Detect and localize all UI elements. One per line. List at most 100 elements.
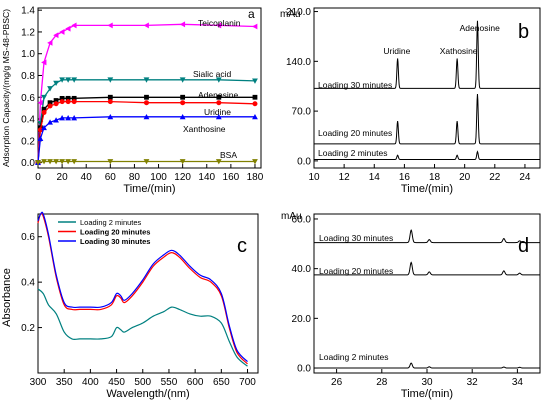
- data-point: [252, 113, 258, 120]
- data-point: [47, 159, 53, 165]
- legend-label: Loading 30 minutes: [80, 237, 150, 246]
- x-tick-label: 700: [239, 377, 256, 388]
- trace-line: [314, 94, 540, 145]
- series-uridine: Uridine: [35, 99, 258, 166]
- trace-loading-30-minutes: Loading 30 minutes: [314, 229, 540, 244]
- x-axis-label: Wavelength/(nm): [106, 388, 189, 400]
- y-tick-label: 40.0: [292, 264, 312, 275]
- y-tick-label: 0.0: [297, 364, 311, 375]
- legend-label: Loading 2 minutes: [80, 218, 142, 227]
- series-label: Adenosine: [198, 90, 238, 100]
- data-point: [53, 32, 59, 39]
- data-point: [59, 99, 65, 105]
- peak-label: Uridine: [383, 46, 410, 56]
- data-point: [71, 159, 78, 165]
- y-tick-label: 1.4: [21, 6, 35, 17]
- data-point: [216, 100, 222, 106]
- data-point: [53, 159, 59, 165]
- x-tick-label: 180: [247, 172, 264, 183]
- data-point: [252, 101, 258, 107]
- y-tick-label: 1.0: [21, 49, 35, 60]
- x-tick-label: 26: [331, 377, 343, 388]
- peak-label: Adenosine: [460, 23, 500, 33]
- plot-frame: [37, 213, 259, 374]
- y-tick-label: 0.0: [297, 156, 311, 167]
- data-point: [143, 113, 150, 120]
- trace-label: Loading 30 minutes: [318, 80, 392, 90]
- y-axis-unit: mAu: [280, 9, 301, 20]
- data-point: [143, 77, 150, 83]
- trace-line: [314, 20, 540, 89]
- data-point: [65, 99, 71, 105]
- x-tick-label: 60: [105, 172, 117, 183]
- data-point: [71, 77, 78, 83]
- trace-label: Loading 20 minutes: [318, 128, 392, 138]
- series-teicoplanin: Teicoplanin: [35, 18, 258, 166]
- x-tick-label: 140: [198, 172, 215, 183]
- data-point: [71, 22, 77, 29]
- x-tick-label: 160: [223, 172, 240, 183]
- series-label: Teicoplanin: [198, 18, 241, 28]
- panel-d: 26 28 30 32 34 0.0 20.0 40.0 60.0 Time/(min) d mAu L…: [281, 211, 541, 400]
- data-point: [215, 113, 222, 120]
- x-tick-label: 120: [174, 172, 191, 183]
- x-tick-label: 0: [35, 172, 41, 183]
- data-point: [179, 21, 186, 28]
- data-point: [37, 135, 44, 142]
- panel-letter: d: [518, 235, 529, 257]
- data-point: [143, 100, 149, 106]
- data-point: [252, 78, 258, 84]
- trace-loading-20-minutes: Loading 20 minutes: [314, 94, 540, 145]
- data-point: [107, 113, 114, 120]
- data-point: [65, 77, 72, 83]
- trace-line: [314, 261, 540, 276]
- panel-letter: c: [237, 235, 247, 257]
- data-point: [59, 77, 66, 83]
- data-point: [107, 159, 114, 165]
- y-tick-label: 0.6: [21, 232, 35, 243]
- trace-loading-20-minutes: Loading 20 minutes: [314, 261, 540, 276]
- x-tick-label: 40: [81, 172, 93, 183]
- data-point: [179, 159, 186, 165]
- data-point: [37, 99, 43, 106]
- x-tick-label: 20: [459, 172, 471, 183]
- x-tick-label: 450: [108, 377, 125, 388]
- series-loading-30-minutes: [37, 211, 248, 363]
- trace-loading-2-minutes: Loading 2 minutes: [314, 148, 540, 160]
- data-point: [59, 29, 65, 35]
- y-tick-label: 70.0: [292, 107, 312, 118]
- data-point: [41, 109, 47, 115]
- data-point: [216, 94, 222, 100]
- x-tick-label: 350: [56, 377, 73, 388]
- panel-letter: a: [248, 7, 255, 21]
- y-tick-label: 0.8: [21, 71, 35, 82]
- x-tick-label: 300: [30, 377, 47, 388]
- data-point: [215, 159, 222, 165]
- y-tick-label: 210.0: [286, 7, 311, 18]
- y-tick-label: 0.4: [21, 115, 35, 126]
- x-axis-label: Time/(min): [123, 183, 175, 195]
- series-line: [37, 212, 248, 365]
- y-tick-label: 0.0: [21, 158, 35, 169]
- series-loading-2-minutes: [37, 288, 248, 367]
- series-loading-20-minutes: [37, 212, 248, 365]
- series-label: Sialic acid: [193, 69, 232, 79]
- series-label: Xanthosine: [183, 124, 226, 134]
- series-line: [37, 288, 248, 367]
- data-point: [59, 159, 66, 165]
- data-point: [179, 77, 186, 83]
- data-point: [65, 159, 72, 165]
- panel-a: 0 20 40 60 80 100 120 140 160 180 0.0 0.2 0.4 0.6 0.8 1…: [1, 6, 264, 195]
- data-point: [47, 119, 53, 125]
- trace-loading-30-minutes: Loading 30 minutes: [314, 20, 540, 90]
- data-point: [41, 124, 47, 131]
- data-point: [41, 159, 47, 165]
- x-tick-label: 16: [399, 172, 411, 183]
- y-tick-label: 0.2: [21, 323, 35, 334]
- trace-line: [314, 150, 540, 160]
- x-tick-label: 24: [519, 172, 531, 183]
- data-point: [53, 80, 59, 87]
- x-tick-label: 20: [57, 172, 69, 183]
- data-point: [215, 77, 222, 83]
